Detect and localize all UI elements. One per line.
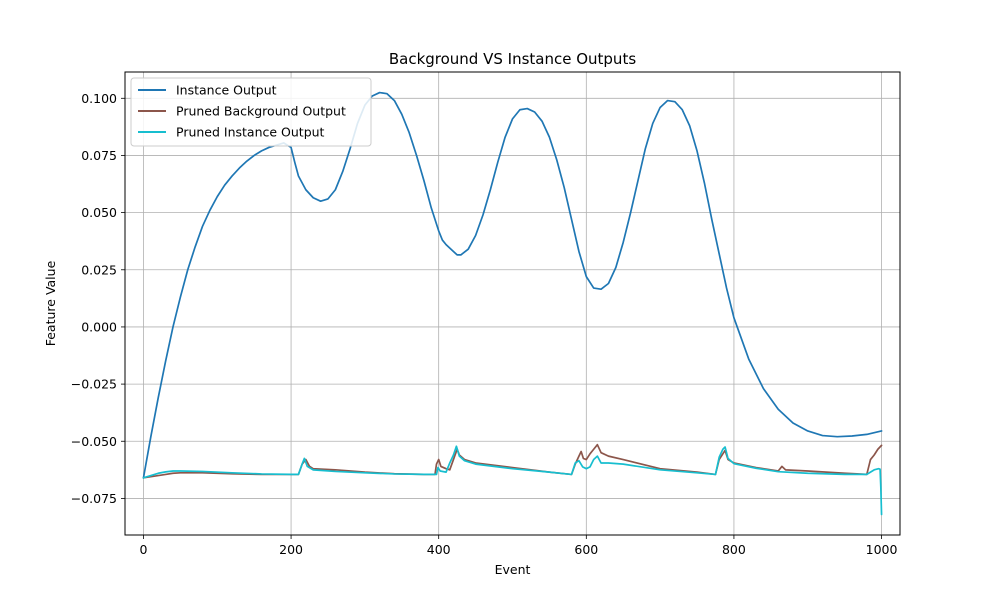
x-tick-label: 600 xyxy=(574,542,598,557)
legend-label-instance-output: Instance Output xyxy=(176,83,277,98)
x-tick-label: 800 xyxy=(722,542,746,557)
chart-title: Background VS Instance Outputs xyxy=(389,50,636,68)
legend-box xyxy=(130,77,372,147)
grid-lines xyxy=(125,72,900,535)
legend-label-pruned-instance-output: Pruned Instance Output xyxy=(176,125,325,140)
y-axis-title: Feature Value xyxy=(43,260,58,346)
y-tick-label: 0.000 xyxy=(81,319,117,334)
y-tick-label: −0.075 xyxy=(71,491,117,506)
legend: Instance Output Pruned Background Output… xyxy=(130,77,372,147)
plot-area-frame xyxy=(124,71,901,536)
x-axis-title: Event xyxy=(495,562,531,577)
series-line-instance-output xyxy=(142,91,883,479)
y-tick-label: −0.025 xyxy=(71,377,117,392)
x-tick-label: 1000 xyxy=(866,542,898,557)
x-tick-label: 400 xyxy=(427,542,451,557)
axis-ticks: 0 200 400 600 800 1000 −0.075 −0.050 −0.025 0.000… xyxy=(71,91,898,557)
series-line-pruned-instance-output xyxy=(142,445,883,516)
y-tick-label: 0.025 xyxy=(81,262,117,277)
x-tick-label: 0 xyxy=(139,542,147,557)
y-tick-label: 0.100 xyxy=(81,91,117,106)
legend-label-pruned-background-output: Pruned Background Output xyxy=(176,104,346,119)
y-tick-label: −0.050 xyxy=(71,434,117,449)
x-tick-label: 200 xyxy=(279,542,303,557)
y-tick-label: 0.075 xyxy=(81,148,117,163)
series-lines xyxy=(142,91,883,516)
y-tick-label: 0.050 xyxy=(81,205,117,220)
